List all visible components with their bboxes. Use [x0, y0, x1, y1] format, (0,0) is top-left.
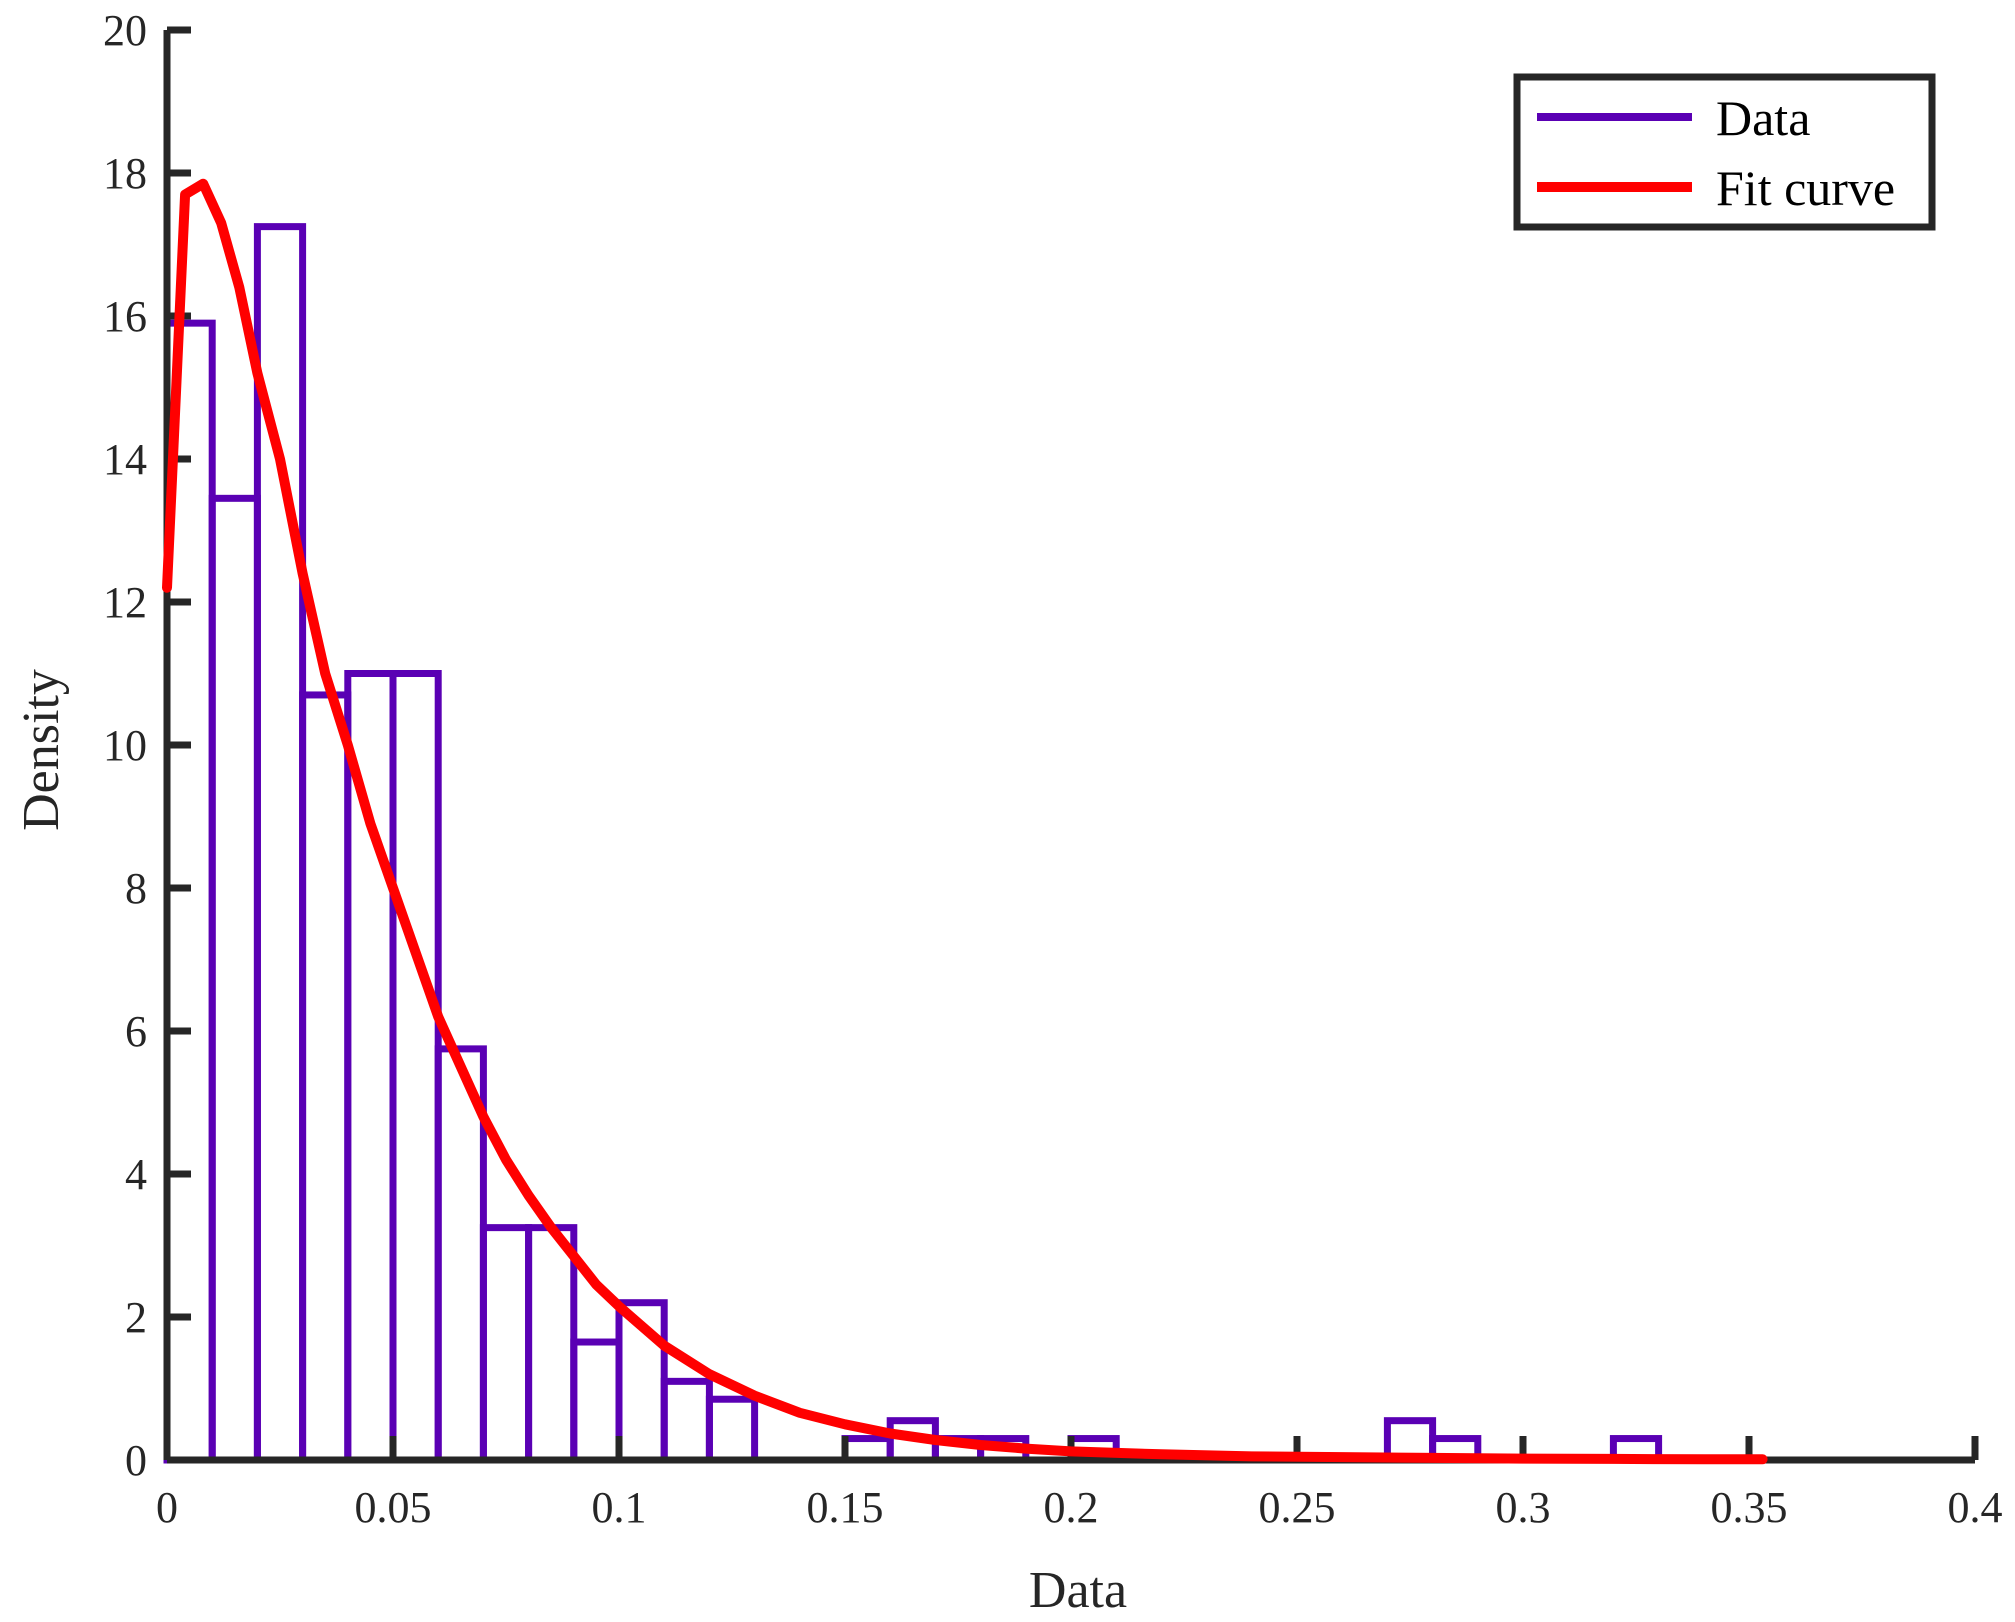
fit-curve-line — [162, 178, 1768, 1465]
legend-label-data: Data — [1716, 90, 1810, 146]
y-tick-label: 16 — [103, 292, 147, 341]
y-tick-label: 0 — [125, 1436, 147, 1485]
y-tick-label: 6 — [125, 1007, 147, 1056]
y-tick-label: 2 — [125, 1293, 147, 1342]
x-tick-label: 0.05 — [355, 1483, 432, 1532]
y-tick-label: 12 — [103, 578, 147, 627]
x-tick-label: 0.4 — [1948, 1483, 2003, 1532]
legend-box — [1513, 73, 1936, 231]
tick-labels: 0 0.05 0.1 0.15 0.2 0.25 0.3 0.35 0.4 0 2 4 6 8 10 12 14… — [103, 6, 2003, 1532]
histogram-bar — [660, 1377, 713, 1464]
histogram-bar — [525, 1224, 578, 1464]
histogram-bar — [208, 494, 261, 1464]
x-tick-label: 0.15 — [807, 1483, 884, 1532]
y-tick-label: 8 — [125, 864, 147, 913]
x-tick-label: 0 — [156, 1483, 178, 1532]
x-tick-label: 0.2 — [1044, 1483, 1099, 1532]
y-tick-label: 20 — [103, 6, 147, 55]
y-axis-title: Density — [13, 669, 70, 831]
y-tick-label: 14 — [103, 435, 147, 484]
histogram-bar — [344, 670, 397, 1464]
y-tick-label: 4 — [125, 1150, 147, 1199]
x-tick-label: 0.35 — [1711, 1483, 1788, 1532]
x-axis-title: Data — [1029, 1562, 1127, 1619]
legend-label-fit-curve: Fit curve — [1716, 160, 1895, 216]
histogram-bar — [705, 1395, 759, 1464]
y-tick-label: 18 — [103, 149, 147, 198]
x-tick-label: 0.1 — [592, 1483, 647, 1532]
x-tick-label: 0.3 — [1496, 1483, 1551, 1532]
histogram-bar — [479, 1224, 533, 1464]
histogram-bar — [389, 670, 442, 1464]
histogram-bar — [299, 691, 352, 1464]
legend: Data Fit curve — [1513, 73, 1936, 231]
y-tick-label: 10 — [103, 721, 147, 770]
histogram-bars — [163, 223, 1663, 1464]
x-tick-label: 0.25 — [1259, 1483, 1336, 1532]
histogram-bar — [570, 1338, 623, 1464]
